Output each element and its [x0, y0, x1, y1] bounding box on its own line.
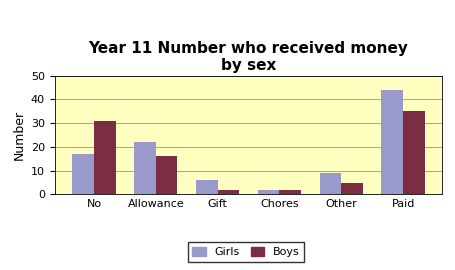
Bar — [380, 90, 402, 194]
Bar — [72, 154, 94, 194]
Bar — [340, 183, 362, 194]
Bar — [217, 190, 239, 194]
Bar — [257, 190, 279, 194]
Bar — [196, 180, 217, 194]
Bar — [279, 190, 300, 194]
Title: Year 11 Number who received money
by sex: Year 11 Number who received money by sex — [88, 41, 408, 73]
Bar — [134, 142, 156, 194]
Bar — [94, 121, 116, 194]
Y-axis label: Number: Number — [12, 110, 25, 160]
Legend: Girls, Boys: Girls, Boys — [187, 242, 304, 262]
Bar — [402, 111, 424, 194]
Bar — [319, 173, 340, 194]
Bar — [156, 156, 177, 194]
